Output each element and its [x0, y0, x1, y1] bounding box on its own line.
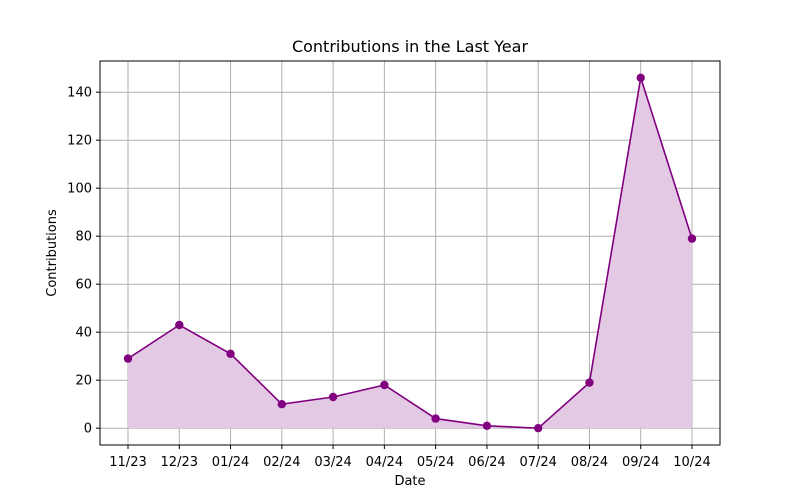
series-line — [127, 77, 693, 430]
data-point — [226, 349, 235, 358]
y-tick-label: 60 — [75, 278, 92, 293]
x-axis-ticks: 11/23 12/23 01/24 02/24 03/24 04/24 05/24 06/24… — [109, 445, 711, 470]
data-point — [482, 421, 492, 430]
x-tick-label: 05/24 — [417, 455, 454, 470]
x-tick-label: 11/23 — [109, 455, 146, 470]
data-point — [328, 392, 338, 402]
x-tick-label: 09/24 — [622, 455, 659, 470]
y-tick-label: 0 — [84, 422, 92, 437]
x-axis-label: Date — [394, 474, 425, 489]
x-tick-label: 10/24 — [673, 455, 710, 470]
y-tick-label: 20 — [75, 374, 92, 389]
y-axis-label: Contributions — [45, 209, 60, 297]
x-tick-label: 12/23 — [161, 455, 198, 470]
x-tick-label: 04/24 — [366, 455, 403, 470]
data-point — [380, 380, 389, 390]
x-tick-label: 06/24 — [468, 455, 505, 470]
x-tick-label: 01/24 — [212, 455, 249, 470]
data-point — [687, 234, 697, 243]
x-tick-label: 07/24 — [519, 455, 556, 470]
data-point — [585, 378, 594, 387]
data-point — [636, 73, 645, 83]
y-tick-label: 40 — [75, 326, 92, 341]
data-point — [431, 414, 440, 423]
area-fill — [128, 77, 692, 429]
y-tick-label: 100 — [67, 182, 92, 197]
data-points — [123, 73, 697, 433]
x-tick-label: 02/24 — [263, 455, 300, 470]
data-point — [123, 354, 133, 363]
data-point — [277, 400, 287, 409]
y-axis-ticks: 0 20 40 60 80 100 120 140 — [67, 86, 100, 437]
y-tick-label: 140 — [67, 86, 92, 101]
data-point — [533, 424, 543, 433]
plot-frame — [99, 60, 721, 446]
chart-title: Contributions in the Last Year — [292, 37, 528, 56]
data-point — [175, 320, 184, 330]
x-tick-label: 03/24 — [314, 455, 351, 470]
x-tick-label: 08/24 — [571, 455, 608, 470]
y-tick-label: 80 — [75, 230, 92, 245]
y-tick-label: 120 — [67, 134, 92, 149]
